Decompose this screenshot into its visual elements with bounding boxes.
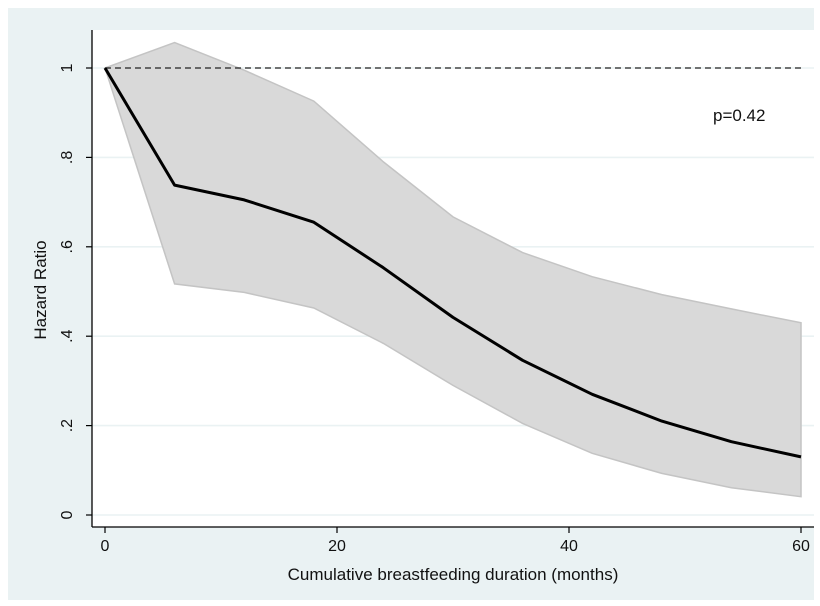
y-tick-label-5: 1 xyxy=(59,63,76,72)
x-axis-title: Cumulative breastfeeding duration (month… xyxy=(288,565,619,584)
axes xyxy=(91,30,814,528)
x-tick-label-2: 40 xyxy=(560,538,578,555)
x-tick-label-3: 60 xyxy=(792,538,810,555)
y-axis-title: Hazard Ratio xyxy=(31,240,50,339)
p-value-annotation: p=0.42 xyxy=(713,106,765,125)
series-line-hazard-ratio xyxy=(103,67,802,459)
x-tick-label-1: 20 xyxy=(328,538,346,555)
x-tick-label-0: 0 xyxy=(101,538,110,555)
y-axis-ticks: 0 .2 .4 .6 .8 1 xyxy=(59,63,92,519)
y-tick-label-1: .2 xyxy=(59,419,76,432)
y-tick-label-4: .8 xyxy=(59,151,76,164)
y-tick-label-0: 0 xyxy=(59,510,76,519)
y-tick-label-2: .4 xyxy=(59,329,76,342)
y-tick-label-3: .6 xyxy=(59,240,76,253)
x-axis-ticks: 0 20 40 60 xyxy=(101,527,810,555)
confidence-band xyxy=(104,41,802,498)
